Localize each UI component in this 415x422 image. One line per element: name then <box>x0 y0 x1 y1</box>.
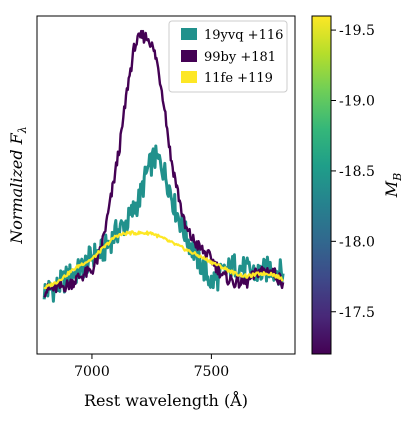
series-layer <box>42 29 285 303</box>
colorbar-tick-label: -19.5 <box>339 23 375 39</box>
colorbar-tick-label: -17.5 <box>339 305 375 321</box>
x-axis: 7000 7500 <box>74 354 229 380</box>
colorbar <box>311 15 332 355</box>
colorbar-label-main: M <box>382 180 401 198</box>
x-axis-label: Rest wavelength (Å) <box>84 390 248 410</box>
legend-swatch-19yvq <box>181 28 197 40</box>
plot-frame <box>36 15 296 355</box>
y-axis-label-main: Normalized F <box>7 132 26 244</box>
colorbar-tick-label: -19.0 <box>339 94 375 110</box>
series-line-11fe <box>43 230 284 290</box>
x-tick-label-7000: 7000 <box>74 364 110 380</box>
legend-label-11fe: 11fe +119 <box>204 71 273 86</box>
colorbar-tick-label: -18.5 <box>339 164 375 180</box>
colorbar-label-sub: B <box>391 173 404 182</box>
legend-label-19yvq: 19yvq +116 <box>204 28 283 43</box>
y-axis-label: Normalized Fλ <box>7 126 29 245</box>
legend-swatch-99by <box>181 50 197 62</box>
x-tick-label-7500: 7500 <box>194 364 230 380</box>
series-line-99by <box>43 29 285 299</box>
legend-label-99by: 99by +181 <box>204 50 276 65</box>
legend-swatch-11fe <box>181 71 197 83</box>
colorbar-tick-label: -18.0 <box>339 234 375 250</box>
colorbar-label: MB <box>382 173 404 198</box>
legend: 19yvq +116 99by +181 11fe +119 <box>168 20 288 93</box>
legend-box <box>168 20 288 93</box>
y-axis-label-sub: λ <box>16 126 29 134</box>
colorbar-ticks: -19.5 -19.0 -18.5 -18.0 -17.5 <box>331 23 375 321</box>
